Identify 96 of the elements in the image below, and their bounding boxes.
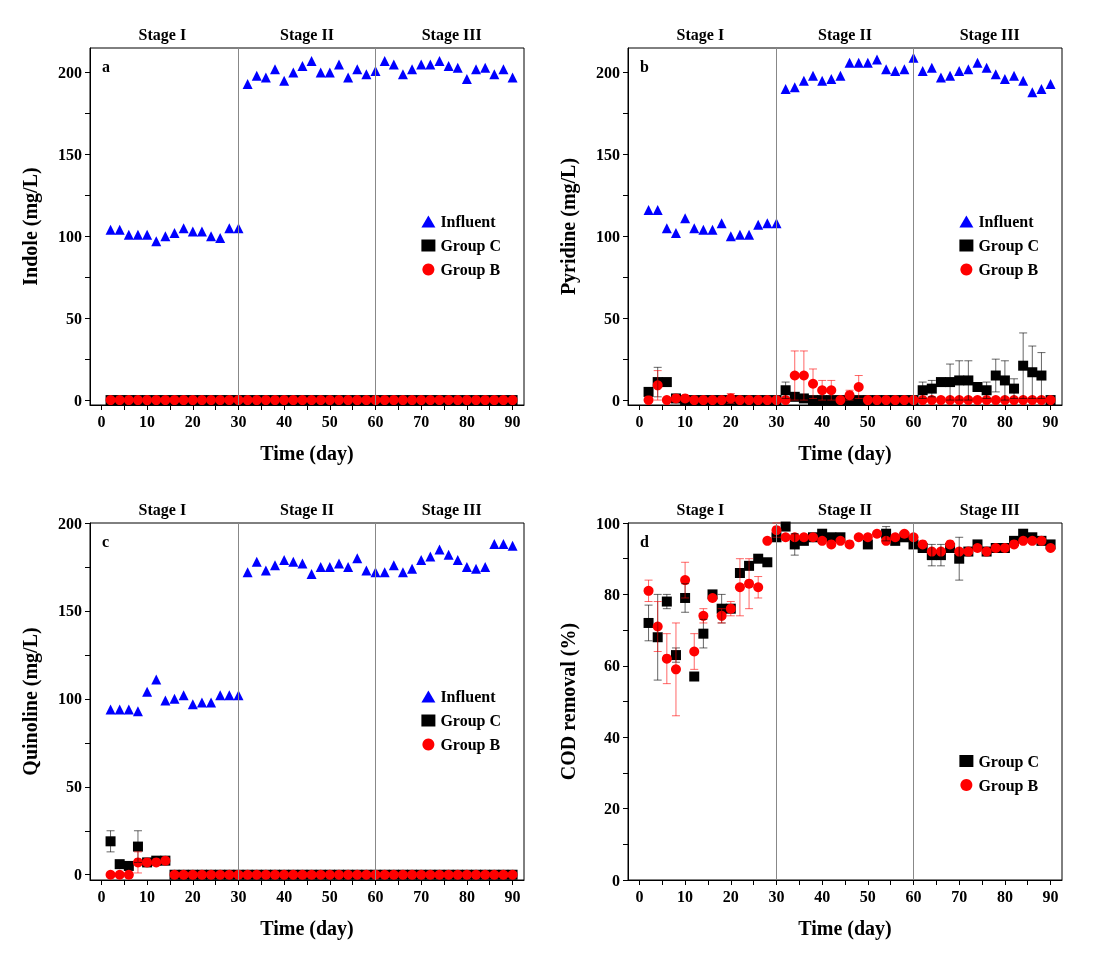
x-axis-title: Time (day) (798, 442, 892, 465)
y-tick-label: 100 (596, 227, 620, 245)
y-tick-label: 40 (604, 728, 620, 746)
x-axis-title: Time (day) (260, 917, 354, 940)
x-tick-label: 30 (230, 412, 247, 430)
y-tick-label: 50 (66, 309, 82, 327)
y-axis-title: COD removal (%) (557, 622, 580, 781)
x-tick-label: 70 (951, 412, 968, 430)
legend-label: Group B (440, 261, 501, 279)
x-tick-label: 30 (768, 412, 785, 430)
x-tick-label: 90 (504, 412, 521, 430)
legend-label: Group C (440, 712, 501, 730)
x-tick-label: 0 (635, 412, 644, 430)
x-tick-label: 40 (276, 887, 293, 905)
y-tick-label: 0 (74, 391, 82, 409)
y-tick-label: 100 (58, 227, 82, 245)
y-tick-label: 150 (58, 145, 82, 163)
x-tick-label: 60 (367, 887, 384, 905)
text: Stage III (421, 25, 482, 44)
x-tick-label: 90 (1042, 887, 1059, 905)
x-tick-label: 30 (230, 887, 247, 905)
annotation: d (640, 532, 649, 550)
y-tick-label: 150 (58, 602, 82, 620)
text: Stage II (818, 25, 872, 44)
x-tick-label: 0 (97, 887, 106, 905)
x-tick-label: 40 (276, 412, 293, 430)
text: Stage II (818, 500, 872, 519)
y-tick-label: 0 (612, 391, 620, 409)
text: Stage I (676, 500, 725, 519)
y-tick-label: 0 (74, 866, 82, 884)
x-tick-label: 70 (413, 887, 430, 905)
x-tick-label: 60 (905, 412, 922, 430)
text: Stage III (959, 25, 1020, 44)
annotation: a (102, 57, 110, 75)
x-tick-label: 10 (139, 412, 156, 430)
x-tick-label: 50 (859, 412, 876, 430)
y-axis-title: Quinoline (mg/L) (19, 627, 42, 776)
text: Stage I (138, 25, 187, 44)
x-tick-label: 40 (814, 412, 831, 430)
text: Stage III (959, 500, 1020, 519)
x-tick-label: 0 (97, 412, 106, 430)
text: Stage II (280, 25, 334, 44)
x-tick-label: 10 (677, 887, 694, 905)
legend-label: Influent (440, 213, 497, 230)
x-tick-label: 20 (722, 412, 739, 430)
y-tick-label: 100 (596, 514, 620, 532)
x-tick-label: 10 (139, 887, 156, 905)
x-axis-title: Time (day) (798, 917, 892, 940)
x-tick-label: 10 (677, 412, 694, 430)
legend-label: Influent (978, 213, 1035, 230)
text: Stage I (138, 500, 187, 519)
x-tick-label: 50 (321, 887, 338, 905)
y-tick-label: 200 (596, 64, 620, 82)
x-tick-label: 20 (184, 887, 201, 905)
y-axis-title: Pyridine (mg/L) (557, 157, 580, 296)
x-tick-label: 90 (504, 887, 521, 905)
y-tick-label: 80 (604, 585, 620, 603)
y-axis-title: Indole (mg/L) (19, 167, 42, 286)
legend-label: Influent (440, 688, 497, 705)
legend-label: Group B (440, 736, 501, 754)
x-tick-label: 90 (1042, 412, 1059, 430)
legend-label: Group B (978, 776, 1039, 795)
y-tick-label: 60 (604, 657, 620, 675)
y-tick-label: 50 (604, 309, 620, 327)
y-tick-label: 20 (604, 800, 620, 818)
legend-label: Group C (978, 752, 1039, 771)
x-tick-label: 50 (859, 887, 876, 905)
x-tick-label: 20 (722, 887, 739, 905)
annotation: c (102, 532, 110, 550)
x-tick-label: 70 (951, 887, 968, 905)
y-tick-label: 100 (58, 690, 82, 708)
x-tick-label: 60 (367, 412, 384, 430)
x-tick-label: 60 (905, 887, 922, 905)
x-tick-label: 20 (184, 412, 201, 430)
x-tick-label: 0 (635, 887, 644, 905)
x-tick-label: 70 (413, 412, 430, 430)
x-tick-label: 80 (996, 887, 1013, 905)
y-tick-label: 150 (596, 145, 620, 163)
x-tick-label: 80 (996, 412, 1013, 430)
y-tick-label: 200 (58, 514, 82, 532)
x-axis-title: Time (day) (260, 442, 354, 465)
y-tick-label: 200 (58, 64, 82, 82)
legend-label: Group C (440, 237, 501, 255)
x-tick-label: 40 (814, 887, 831, 905)
text: Stage I (676, 25, 725, 44)
legend-label: Group C (978, 237, 1039, 255)
y-tick-label: 0 (612, 871, 620, 889)
text: Stage III (421, 500, 482, 519)
annotation: b (640, 57, 649, 75)
x-tick-label: 50 (321, 412, 338, 430)
y-tick-label: 50 (66, 778, 82, 796)
legend-label: Group B (978, 261, 1039, 279)
x-tick-label: 80 (458, 887, 475, 905)
text: Stage II (280, 500, 334, 519)
x-tick-label: 80 (458, 412, 475, 430)
x-tick-label: 30 (768, 887, 785, 905)
